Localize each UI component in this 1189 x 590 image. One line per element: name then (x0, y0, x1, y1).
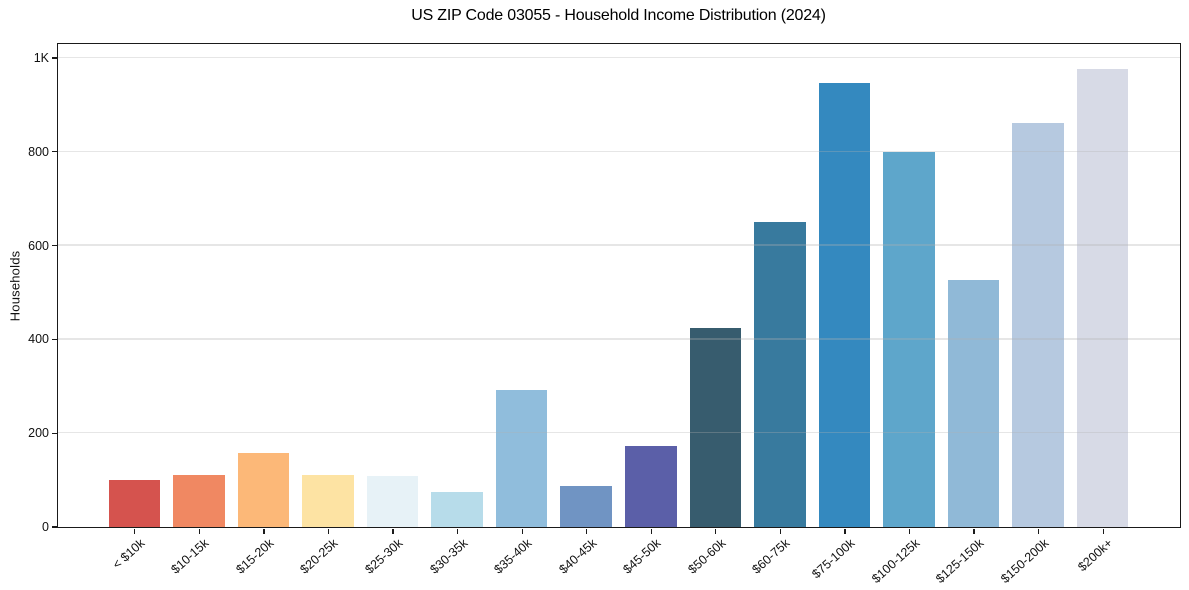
x-tick-mark (908, 528, 911, 534)
bar (947, 279, 1000, 527)
x-tick-mark (521, 528, 523, 534)
bar (495, 390, 548, 527)
bar (302, 474, 354, 527)
bar (624, 445, 677, 527)
gridline (57, 56, 1180, 59)
x-tick-mark (1038, 528, 1040, 534)
gridline (57, 432, 1180, 434)
y-tick-label: 400 (28, 332, 49, 347)
y-tick-mark (51, 338, 57, 340)
chart-title: US ZIP Code 03055 - Household Income Dis… (411, 7, 826, 24)
y-tick-mark (51, 432, 57, 434)
x-tick-mark (973, 528, 975, 534)
x-tick-mark (1102, 528, 1104, 534)
x-tick-mark (650, 528, 652, 534)
bar (689, 327, 742, 527)
y-tick-label: 200 (28, 426, 49, 441)
y-axis-label: Households (7, 250, 23, 322)
x-tick-mark (198, 528, 200, 534)
x-tick-mark (327, 528, 330, 534)
y-tick-label: 600 (28, 238, 49, 253)
x-tick-mark (715, 528, 717, 534)
x-tick-label: < $10k (109, 536, 148, 572)
x-tick-mark (263, 528, 265, 534)
plot-area (56, 42, 1181, 528)
bar (1012, 123, 1064, 527)
x-tick-mark (586, 528, 588, 534)
x-tick-mark (134, 528, 136, 534)
y-tick-label: 0 (42, 520, 49, 534)
y-tick-mark (51, 526, 57, 528)
bar (883, 152, 935, 527)
y-tick-mark (51, 151, 57, 153)
bar (173, 475, 225, 527)
gridline (57, 244, 1180, 246)
bar (108, 479, 161, 527)
y-tick-mark (51, 57, 57, 59)
bar (237, 452, 290, 527)
y-tick-mark (51, 245, 57, 247)
x-tick-mark (457, 528, 459, 534)
x-tick-mark (392, 528, 394, 534)
y-tick-label: 800 (28, 144, 49, 159)
gridline (57, 338, 1180, 340)
x-tick-mark (779, 528, 781, 534)
bar (754, 222, 806, 527)
bar (1076, 68, 1129, 527)
bar (818, 82, 871, 527)
bar (560, 486, 613, 527)
y-tick-label: 1K (33, 51, 49, 66)
x-tick-mark (844, 528, 846, 534)
bar (366, 475, 419, 527)
gridline (57, 150, 1180, 152)
bar (431, 492, 483, 527)
